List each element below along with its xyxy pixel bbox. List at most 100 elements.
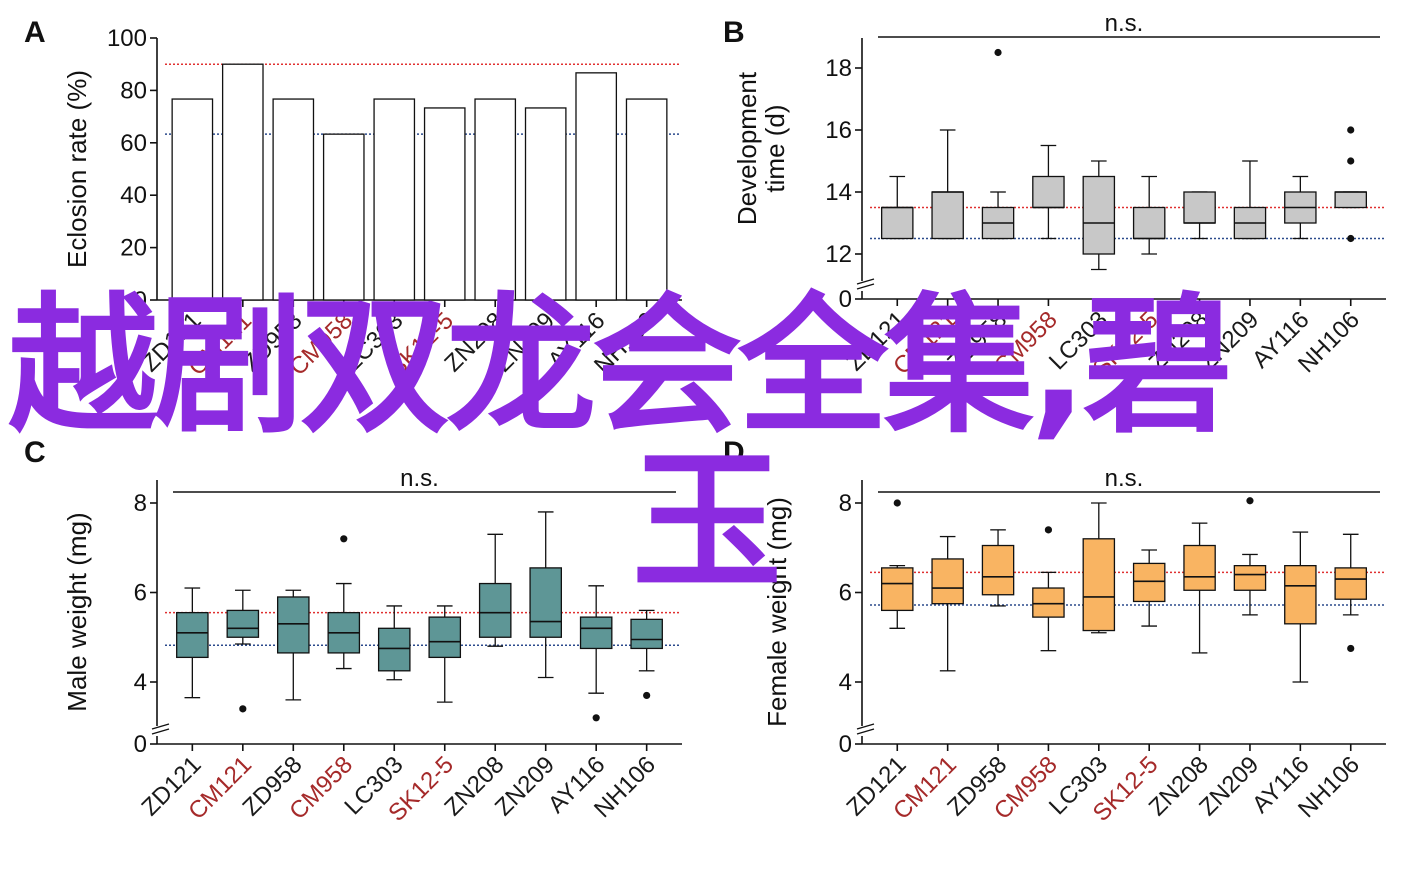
y-tick-label: 16 (825, 117, 852, 144)
axis-break-mark (856, 283, 875, 290)
box-cm958 (1032, 144, 1065, 240)
y-tick-label: 60 (120, 130, 147, 157)
bar (171, 98, 214, 301)
box-lc303 (1082, 502, 1116, 634)
box-cm121 (226, 589, 260, 713)
bar (373, 98, 416, 301)
significance-label: n.s. (400, 465, 439, 492)
box-zd958 (276, 589, 310, 701)
bar (625, 98, 668, 301)
box-cm958 (1032, 526, 1065, 652)
box-sk12-5 (1132, 549, 1166, 627)
box-zn209 (529, 511, 563, 679)
bar (575, 72, 618, 301)
outlier-point (592, 714, 600, 722)
bar (524, 107, 567, 301)
box-iqr (881, 567, 914, 612)
significance-label: n.s. (1105, 465, 1144, 492)
box-iqr (931, 191, 964, 240)
y-tick-label: 6 (839, 580, 852, 607)
box-iqr (377, 627, 411, 672)
box-iqr (1334, 567, 1368, 600)
axis-break-mark (856, 728, 875, 735)
bar (221, 63, 264, 301)
box-zd121 (881, 175, 914, 240)
y-tick-label: 0 (134, 731, 147, 758)
y-tick-label: 0 (839, 286, 852, 313)
box-iqr (1082, 538, 1116, 632)
outlier-point (893, 499, 901, 507)
box-zd958 (981, 529, 1015, 607)
box-sk12-5 (1132, 175, 1166, 255)
box-iqr (176, 611, 209, 659)
box-iqr (529, 567, 563, 638)
box-iqr (1132, 206, 1166, 240)
box-iqr (1082, 175, 1116, 255)
y-tick-label: 8 (839, 490, 852, 517)
y-tick-label: 20 (120, 235, 147, 262)
panel-letter-c: C (24, 436, 46, 469)
y-tick-label: 6 (134, 580, 147, 607)
box-iqr (1132, 562, 1166, 603)
panel-letter-d: D (723, 436, 745, 469)
bar (474, 98, 517, 301)
box-sk12-5 (428, 605, 462, 703)
outlier-point (1044, 526, 1053, 534)
outlier-point (1347, 126, 1355, 134)
box-iqr (630, 618, 663, 650)
bar (423, 107, 466, 301)
box-iqr (428, 616, 462, 659)
y-tick-label: 0 (134, 287, 147, 314)
box-iqr (226, 609, 260, 638)
box-iqr (981, 544, 1015, 596)
box-iqr (1284, 565, 1317, 625)
box-nh106 (630, 609, 663, 700)
y-axis-label: Male weight (mg) (62, 512, 92, 711)
axis-break-mark (151, 723, 170, 730)
box-iqr (1032, 175, 1065, 209)
significance-label: n.s. (1105, 10, 1144, 37)
box-ay116 (1284, 531, 1317, 683)
box-zd121 (881, 499, 914, 629)
box-iqr (1233, 565, 1267, 591)
outlier-point (1347, 157, 1355, 165)
box-iqr (478, 582, 512, 638)
y-tick-label: 4 (839, 669, 852, 696)
box-zd121 (176, 587, 209, 699)
box-zn209 (1233, 497, 1267, 616)
box-iqr (276, 596, 310, 654)
y-tick-label: 14 (825, 179, 852, 206)
y-tick-label: 80 (120, 77, 147, 104)
y-tick-label: 0 (839, 731, 852, 758)
box-nh106 (1334, 533, 1368, 653)
y-tick-label: 8 (134, 490, 147, 517)
box-zd958 (981, 48, 1015, 240)
box-iqr (1334, 191, 1368, 209)
box-lc303 (1082, 160, 1116, 271)
panel-letter-b: B (723, 16, 745, 49)
outlier-point (643, 691, 651, 700)
box-zn208 (1183, 522, 1216, 654)
y-axis-label: Development (732, 71, 762, 225)
y-tick-label: 12 (825, 241, 852, 268)
bar (272, 98, 315, 301)
box-zn209 (1233, 160, 1267, 240)
y-axis-label: Eclosion rate (%) (62, 70, 92, 268)
box-ay116 (579, 585, 613, 722)
y-tick-label: 40 (120, 182, 147, 209)
box-iqr (579, 616, 613, 650)
outlier-point (239, 705, 247, 713)
outlier-point (994, 48, 1002, 57)
panel-letter-a: A (24, 16, 46, 49)
box-cm958 (327, 535, 361, 670)
box-iqr (881, 206, 914, 240)
axis-break-mark (856, 278, 875, 285)
y-tick-label: 4 (134, 669, 147, 696)
box-cm121 (931, 535, 964, 672)
box-iqr (1032, 587, 1065, 618)
